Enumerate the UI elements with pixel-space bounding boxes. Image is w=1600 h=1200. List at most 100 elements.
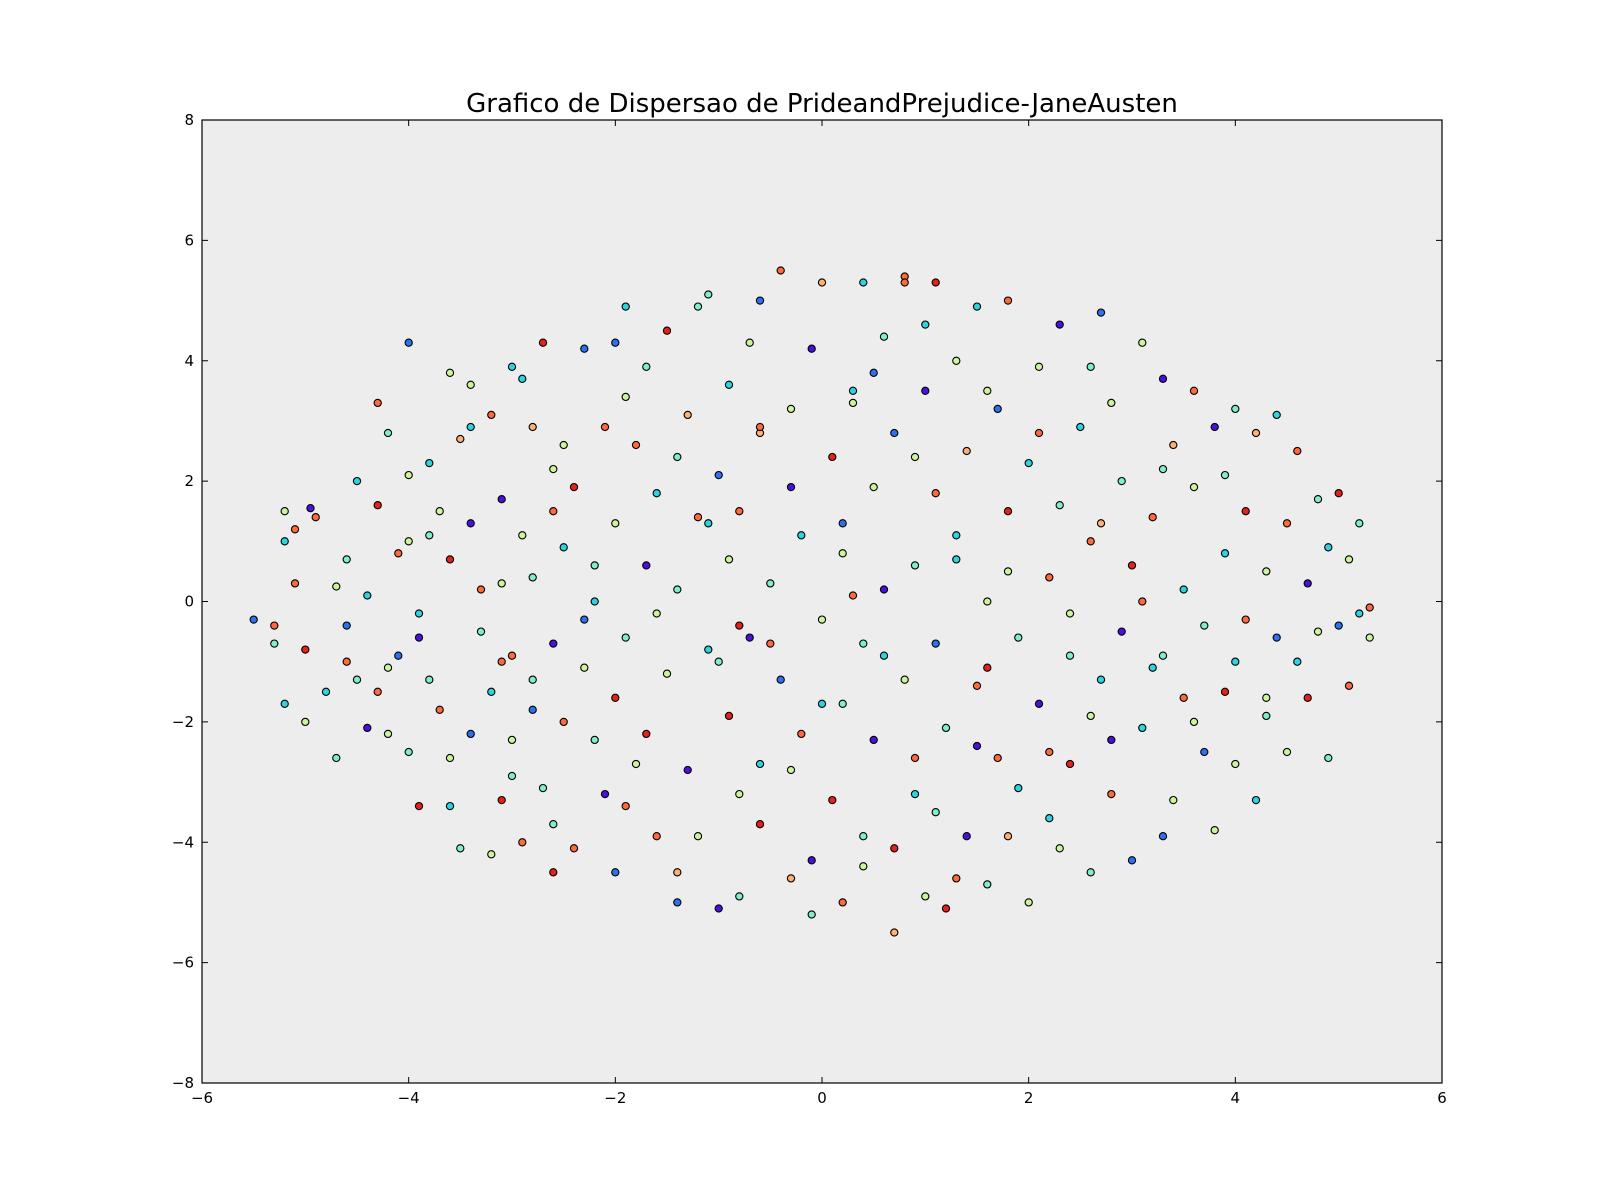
scatter-point xyxy=(993,753,1002,763)
scatter-point xyxy=(1148,513,1157,522)
y-tick-label: 8 xyxy=(184,111,194,129)
scatter-point xyxy=(1024,898,1033,907)
scatter-point xyxy=(1210,826,1219,835)
scatter-point xyxy=(1355,519,1364,528)
scatter-point xyxy=(1282,747,1292,757)
scatter-point xyxy=(859,278,868,287)
scatter-point xyxy=(1138,597,1147,606)
scatter-point xyxy=(1138,338,1147,347)
scatter-point xyxy=(559,440,568,450)
scatter-point xyxy=(321,687,331,696)
x-tick-label: 6 xyxy=(1437,1089,1447,1107)
scatter-point xyxy=(631,440,641,450)
scatter-point xyxy=(383,428,393,438)
scatter-point xyxy=(342,555,351,564)
scatter-point xyxy=(786,765,796,775)
scatter-point xyxy=(445,801,455,811)
scatter-point xyxy=(1220,687,1230,696)
scatter-point xyxy=(1324,543,1333,552)
scatter-point xyxy=(910,753,920,763)
scatter-point xyxy=(373,398,382,408)
scatter-point xyxy=(528,573,537,582)
scatter-point xyxy=(1189,482,1199,492)
scatter-point xyxy=(828,452,837,462)
points-layer xyxy=(249,266,1374,937)
scatter-point xyxy=(869,735,878,745)
scatter-point xyxy=(1251,795,1261,805)
scatter-point xyxy=(1200,621,1209,630)
scatter-point xyxy=(869,482,878,492)
scatter-point xyxy=(652,489,661,498)
scatter-point xyxy=(1272,633,1281,642)
scatter-point xyxy=(580,344,589,353)
scatter-point xyxy=(1189,717,1199,727)
scatter-point xyxy=(456,434,465,444)
x-tick-labels: −6 −4 −2 0 2 4 6 xyxy=(191,1089,1447,1107)
scatter-point xyxy=(1055,844,1064,853)
scatter-point xyxy=(869,368,878,377)
scatter-point xyxy=(352,675,362,684)
scatter-point xyxy=(373,687,382,696)
y-tick-label: 0 xyxy=(184,593,194,611)
scatter-point xyxy=(952,874,961,883)
scatter-point xyxy=(476,585,486,594)
scatter-point xyxy=(425,675,434,684)
scatter-point xyxy=(1169,440,1178,450)
scatter-point xyxy=(1231,657,1240,666)
scatter-point xyxy=(704,290,713,299)
scatter-point xyxy=(890,428,899,438)
scatter-point xyxy=(1065,651,1075,660)
scatter-point xyxy=(549,639,558,648)
scatter-point xyxy=(363,591,372,600)
y-tick-labels: −8 −6 −4 −2 0 2 4 6 8 xyxy=(172,111,194,1092)
scatter-point xyxy=(745,633,754,642)
scatter-point xyxy=(1231,759,1240,769)
scatter-point xyxy=(1344,555,1354,564)
scatter-point xyxy=(1034,428,1044,438)
scatter-point xyxy=(1334,489,1343,498)
scatter-point xyxy=(786,404,796,414)
scatter-point xyxy=(1179,585,1188,594)
scatter-point xyxy=(1334,621,1343,630)
scatter-point xyxy=(952,356,961,365)
scatter-point xyxy=(1355,609,1364,618)
scatter-point xyxy=(755,296,765,305)
scatter-point xyxy=(414,609,424,618)
scatter-point xyxy=(549,868,558,877)
scatter-point xyxy=(952,555,961,564)
scatter-point xyxy=(569,844,579,853)
scatter-point xyxy=(352,476,362,486)
scatter-point xyxy=(280,537,289,546)
scatter-point xyxy=(755,759,765,769)
scatter-point xyxy=(807,856,816,865)
scatter-point xyxy=(1241,615,1250,624)
scatter-point xyxy=(569,482,579,492)
scatter-point xyxy=(1158,374,1168,383)
scatter-point xyxy=(1086,711,1095,721)
scatter-point xyxy=(1045,573,1054,582)
chart-title: Grafico de Dispersao de PrideandPrejudic… xyxy=(466,89,1178,119)
scatter-point xyxy=(1003,507,1013,516)
scatter-point xyxy=(983,880,992,889)
y-tick-label: −2 xyxy=(172,713,194,731)
scatter-point xyxy=(642,362,651,371)
scatter-point xyxy=(559,717,568,727)
scatter-point xyxy=(342,621,351,630)
scatter-point xyxy=(693,832,703,841)
scatter-point xyxy=(1262,567,1271,576)
scatter-point xyxy=(1189,386,1199,395)
y-tick-label: −6 xyxy=(172,954,194,972)
scatter-point xyxy=(590,735,599,745)
scatter-point xyxy=(497,579,506,588)
scatter-point xyxy=(941,723,951,733)
scatter-point xyxy=(1127,561,1137,570)
scatter-point xyxy=(301,717,310,727)
scatter-point xyxy=(859,832,868,841)
scatter-point xyxy=(642,561,651,570)
scatter-point xyxy=(621,392,630,402)
x-tick-label: 2 xyxy=(1024,1089,1034,1107)
scatter-point xyxy=(332,582,341,591)
scatter-point xyxy=(972,681,982,690)
scatter-point xyxy=(921,892,930,901)
scatter-point xyxy=(972,741,982,751)
